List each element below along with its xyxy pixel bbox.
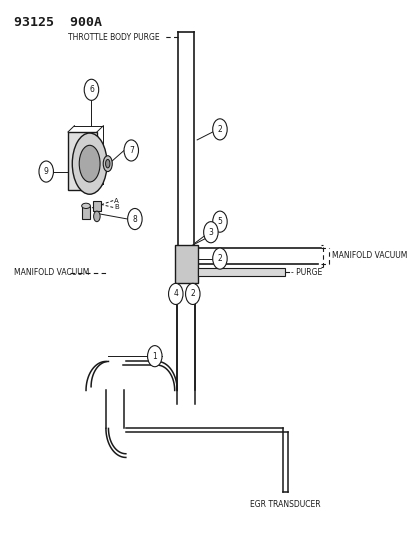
Text: 2: 2 [217, 125, 222, 134]
Circle shape [212, 119, 227, 140]
Ellipse shape [72, 133, 107, 194]
Ellipse shape [105, 159, 109, 168]
Text: 93125  900A: 93125 900A [14, 16, 101, 29]
Circle shape [84, 79, 98, 100]
Ellipse shape [81, 203, 90, 208]
Text: A: A [114, 198, 119, 204]
Text: 3: 3 [208, 228, 213, 237]
Text: THROTTLE BODY PURGE: THROTTLE BODY PURGE [68, 33, 159, 42]
Text: 2: 2 [190, 289, 195, 298]
FancyBboxPatch shape [93, 200, 100, 211]
Text: 7: 7 [128, 146, 133, 155]
FancyBboxPatch shape [198, 268, 285, 276]
Circle shape [147, 345, 161, 367]
Text: - PURGE: - PURGE [290, 268, 321, 277]
Text: 9: 9 [44, 167, 49, 176]
Text: EGR TRANSDUCER: EGR TRANSDUCER [249, 500, 320, 509]
Ellipse shape [103, 156, 112, 172]
Circle shape [185, 284, 199, 304]
Text: 2: 2 [217, 254, 222, 263]
Text: B: B [114, 205, 119, 211]
Text: MANIFOLD VACUUM: MANIFOLD VACUUM [331, 252, 406, 261]
Ellipse shape [93, 211, 100, 222]
Circle shape [39, 161, 53, 182]
FancyBboxPatch shape [81, 206, 90, 219]
Circle shape [124, 140, 138, 161]
FancyBboxPatch shape [68, 132, 97, 190]
FancyBboxPatch shape [174, 245, 198, 284]
Text: MANIFOLD VACUUM: MANIFOLD VACUUM [14, 268, 89, 277]
Circle shape [168, 284, 183, 304]
Text: 6: 6 [89, 85, 94, 94]
Text: 5: 5 [217, 217, 222, 226]
Text: 8: 8 [132, 214, 137, 223]
Circle shape [212, 211, 227, 232]
Text: 4: 4 [173, 289, 178, 298]
Circle shape [212, 248, 227, 269]
Circle shape [203, 222, 218, 243]
Circle shape [127, 208, 142, 230]
Ellipse shape [79, 146, 100, 182]
Text: 1: 1 [152, 352, 157, 361]
